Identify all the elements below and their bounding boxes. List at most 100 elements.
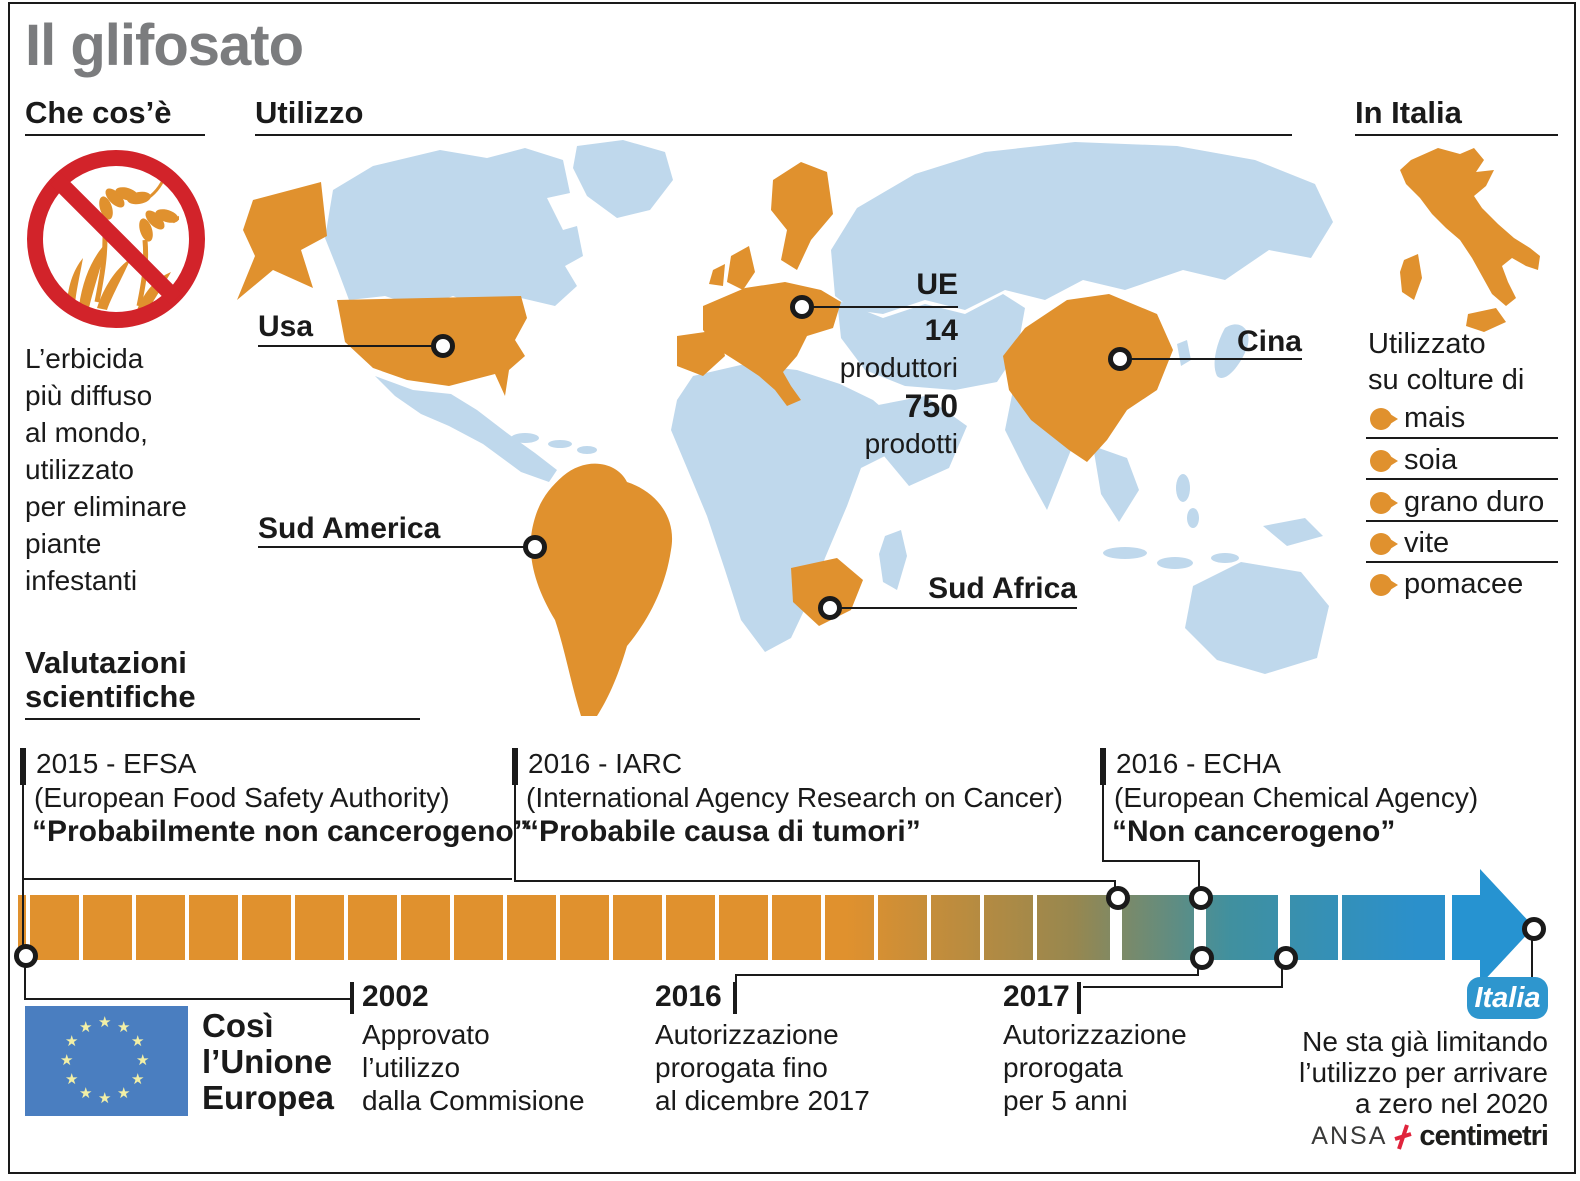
connector-iarc-v1 bbox=[514, 760, 516, 882]
connector-efsa-v bbox=[22, 760, 24, 950]
map-madagascar bbox=[879, 530, 907, 590]
connector-2016-h bbox=[735, 974, 1199, 976]
map-label-cina: Cina bbox=[1236, 325, 1302, 358]
crop-pin-icon bbox=[1370, 407, 1398, 430]
leader-ue bbox=[802, 306, 958, 308]
brand-label: centimetri bbox=[1419, 1120, 1549, 1152]
map-canada bbox=[325, 148, 583, 310]
crop-pin-icon bbox=[1370, 449, 1398, 472]
event-2017-text: Autorizzazione prorogata per 5 anni bbox=[1003, 1019, 1187, 1116]
eu-caption: Così l’Unione Europea bbox=[202, 1007, 335, 1116]
leader-sud-america bbox=[258, 546, 535, 548]
marker-2017 bbox=[1274, 946, 1298, 970]
crop-divider-1 bbox=[1366, 437, 1558, 439]
crop-item-grano-duro: grano duro bbox=[1370, 486, 1544, 519]
leader-sud-africa bbox=[830, 607, 1077, 609]
crop-label: soia bbox=[1404, 444, 1458, 476]
eu-flag: ★ ★ ★ ★ ★ ★ ★ ★ ★ ★ ★ ★ bbox=[25, 1006, 188, 1116]
crop-label: pomacee bbox=[1404, 568, 1524, 600]
connector-2002-v bbox=[24, 966, 26, 998]
leader-usa bbox=[258, 345, 443, 347]
frame-bottom bbox=[8, 1172, 1576, 1174]
marker-2002 bbox=[14, 944, 38, 968]
italia-note-text: Ne sta già limitando l’utilizzo per arri… bbox=[1299, 1026, 1548, 1119]
map-africa bbox=[671, 364, 903, 652]
underline-usage bbox=[255, 134, 1292, 136]
crop-pin-icon bbox=[1370, 573, 1398, 596]
ue-producers-value: 14 bbox=[924, 314, 958, 347]
marker-cina bbox=[1108, 347, 1132, 371]
map-china bbox=[1003, 294, 1173, 462]
assessment-org-iarc: (International Agency Research on Cancer… bbox=[526, 782, 1063, 813]
section-heading-usage: Utilizzo bbox=[255, 95, 364, 130]
map-alaska bbox=[237, 182, 327, 300]
what-description: L’erbicida più diffuso al mondo, utilizz… bbox=[25, 343, 187, 596]
event-2017-tick bbox=[1077, 982, 1081, 1014]
event-2016-text: Autorizzazione prorogata fino al dicembr… bbox=[655, 1019, 870, 1116]
ue-products-label: prodotti bbox=[864, 428, 958, 459]
map-indochina bbox=[1093, 446, 1139, 522]
assessment-org-efsa: (European Food Safety Authority) bbox=[34, 782, 450, 813]
crop-item-mais: mais bbox=[1370, 402, 1465, 435]
marker-usa bbox=[431, 334, 455, 358]
connector-2016-v1 bbox=[735, 974, 737, 984]
underline-italy bbox=[1355, 134, 1558, 136]
event-2017-year: 2017 bbox=[1003, 980, 1070, 1013]
no-herbicide-icon bbox=[27, 150, 205, 328]
underline-science bbox=[25, 718, 420, 720]
connector-echa-h bbox=[1102, 860, 1200, 862]
frame-left bbox=[8, 2, 10, 1174]
page-title: Il glifosato bbox=[25, 13, 304, 78]
connector-2017-v bbox=[1281, 968, 1283, 988]
map-label-ue: UE bbox=[916, 268, 958, 301]
italy-map bbox=[1400, 148, 1540, 332]
event-2002-text: Approvato l’utilizzo dalla Commisione bbox=[362, 1019, 585, 1116]
marker-sud-africa bbox=[818, 596, 842, 620]
ue-producers-label: produttori bbox=[839, 352, 958, 383]
timeline-arrow-body bbox=[1452, 895, 1480, 960]
crop-pin-icon bbox=[1370, 532, 1398, 555]
map-label-sud-america: Sud America bbox=[258, 512, 441, 545]
assessment-title-echa: 2016 - ECHA bbox=[1116, 748, 1281, 779]
connector-efsa-h bbox=[22, 878, 512, 880]
marker-2016 bbox=[1190, 946, 1214, 970]
map-label-sud-africa: Sud Africa bbox=[928, 572, 1077, 605]
map-new-guinea bbox=[1263, 518, 1323, 546]
italia-badge-label: Italia bbox=[1474, 981, 1541, 1014]
crop-pin-icon bbox=[1370, 491, 1398, 514]
map-australia bbox=[1185, 562, 1329, 674]
leader-cina bbox=[1120, 358, 1302, 360]
map-south-africa bbox=[791, 558, 863, 626]
crop-divider-3 bbox=[1366, 520, 1558, 522]
world-map bbox=[237, 140, 1333, 716]
connector-iarc-h bbox=[514, 880, 1116, 882]
event-2016-year: 2016 bbox=[655, 980, 722, 1013]
map-central-asia bbox=[837, 294, 1025, 390]
connector-iarc-v2 bbox=[1114, 880, 1116, 890]
section-heading-what: Che cos’è bbox=[25, 95, 172, 130]
crop-divider-4 bbox=[1366, 561, 1558, 563]
connector-2017-h bbox=[1083, 986, 1283, 988]
italy-sicily bbox=[1466, 308, 1506, 332]
agency-label: ANSA bbox=[1311, 1122, 1388, 1150]
connector-2016-v2 bbox=[1197, 966, 1199, 976]
event-2002-tick bbox=[350, 982, 354, 1014]
italy-sardinia bbox=[1400, 254, 1422, 300]
map-russia bbox=[831, 142, 1333, 314]
crop-item-vite: vite bbox=[1370, 527, 1449, 560]
crop-item-pomacee: pomacee bbox=[1370, 568, 1523, 601]
map-scandinavia bbox=[771, 162, 833, 270]
map-arabia bbox=[873, 396, 967, 486]
assessment-verdict-efsa: “Probabilmente non cancerogeno” bbox=[32, 815, 529, 848]
crop-label: mais bbox=[1404, 402, 1466, 434]
assessment-org-echa: (European Chemical Agency) bbox=[1114, 782, 1479, 813]
connector-echa-v2 bbox=[1198, 860, 1200, 888]
map-korea bbox=[1177, 340, 1191, 366]
section-heading-science: Valutazioni scientifiche bbox=[25, 645, 196, 714]
marker-italia bbox=[1522, 917, 1546, 941]
underline-what bbox=[25, 134, 205, 136]
assessment-verdict-echa: “Non cancerogeno” bbox=[1112, 815, 1396, 848]
connector-echa-v1 bbox=[1102, 760, 1104, 862]
marker-ue bbox=[790, 295, 814, 319]
